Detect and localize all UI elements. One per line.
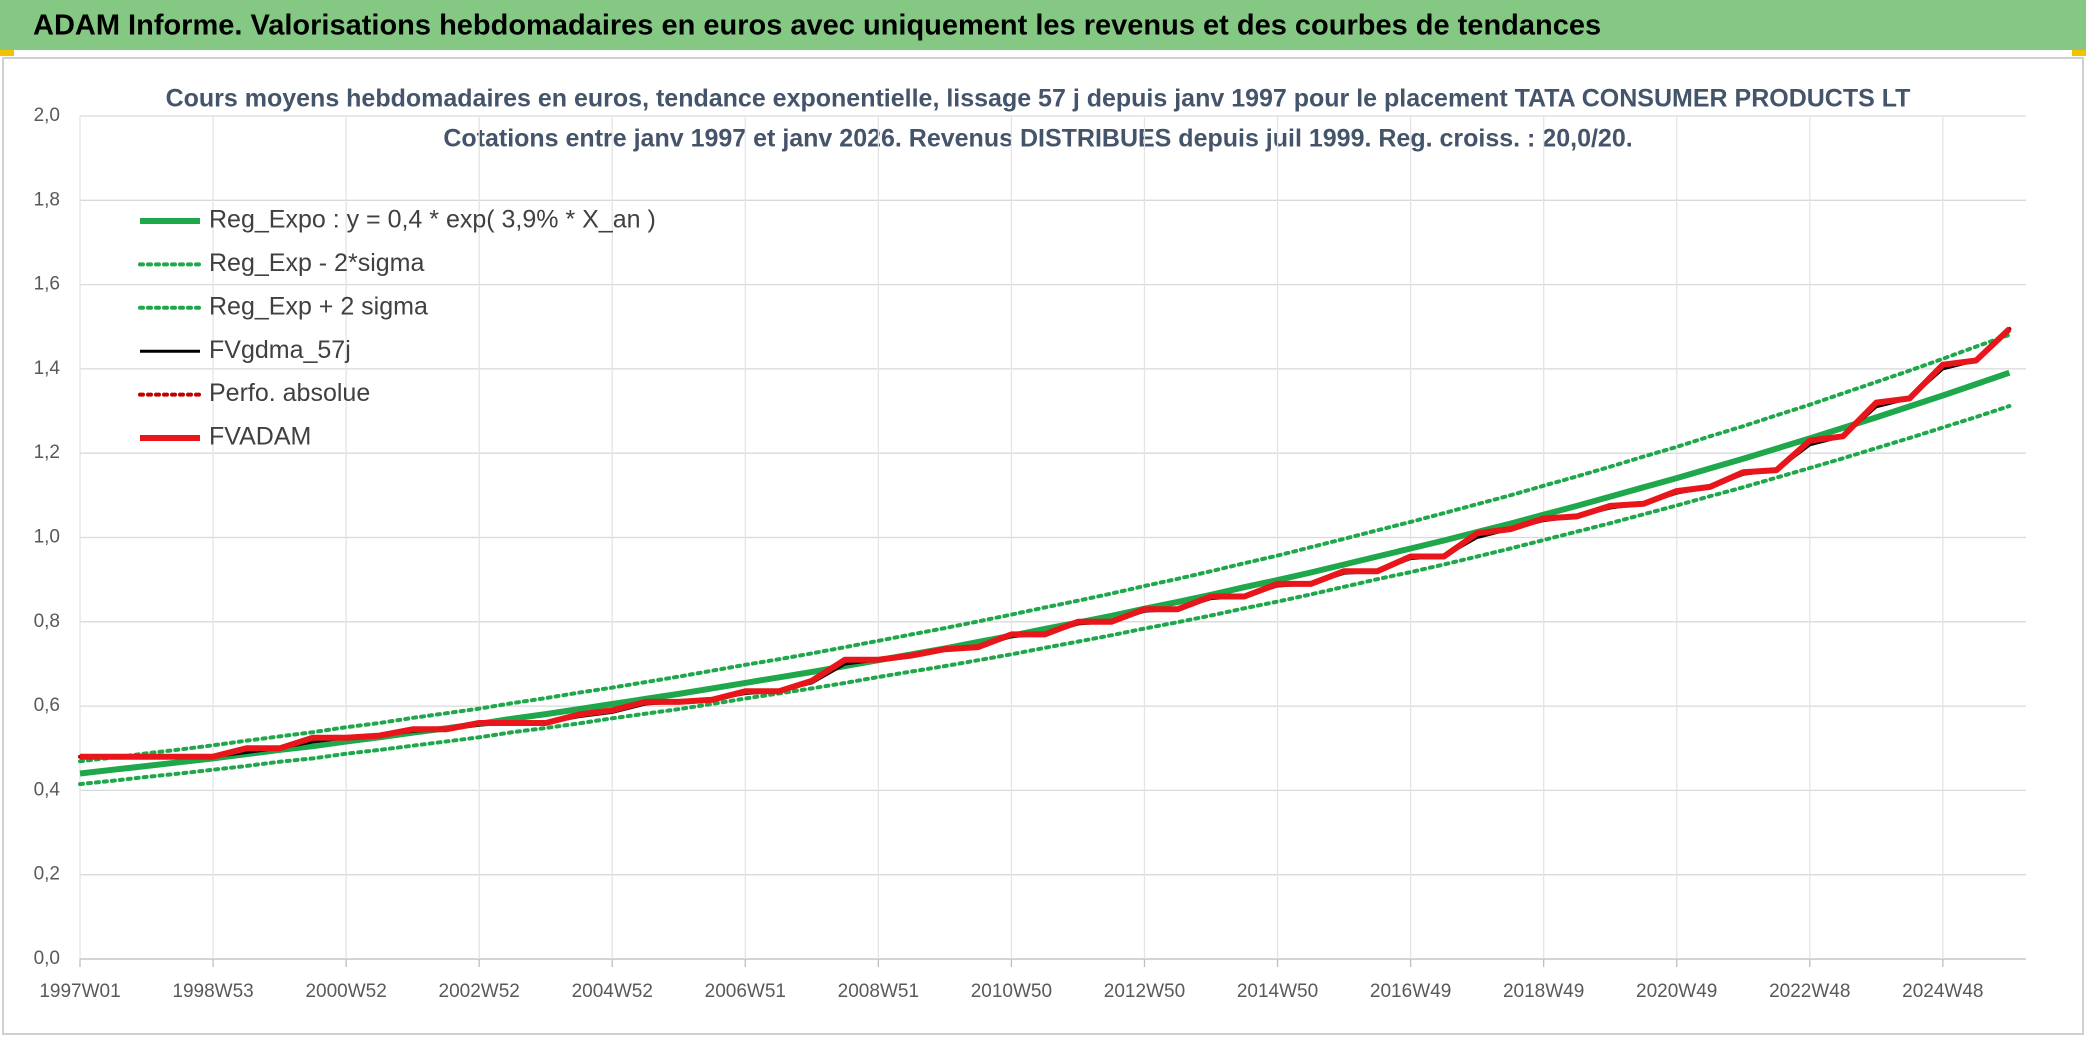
- y-tick-label: 0,4: [34, 779, 61, 800]
- corner: [0, 50, 14, 56]
- y-tick-label: 0,8: [34, 611, 60, 632]
- x-tick-label: 2002W52: [439, 981, 520, 1002]
- y-tick-label: 1,8: [34, 189, 60, 210]
- header-title: ADAM Informe. Valorisations hebdomadaire…: [33, 10, 1601, 42]
- y-tick-label: 0,6: [34, 695, 60, 716]
- x-tick-label: 2018W49: [1503, 981, 1584, 1002]
- x-tick-label: 2022W48: [1769, 981, 1850, 1002]
- x-tick-label: 2016W49: [1370, 981, 1451, 1002]
- series-line: [78, 404, 2012, 787]
- chart-subtitle: Cotations entre janv 1997 et janv 2026. …: [443, 125, 1632, 153]
- grid: 0,0 0,2 0,4 0,6 0,8 1,0 1,2 1,4 1,6 1,8 2,0 1997W01…: [34, 105, 2026, 1002]
- y-tick-label: 0,0: [34, 948, 60, 969]
- x-tick-label: 2010W50: [971, 981, 1052, 1002]
- x-tick-label: 2000W52: [305, 981, 386, 1002]
- x-tick-label: 2014W50: [1237, 981, 1318, 1002]
- y-tick-label: 0,2: [34, 864, 60, 885]
- x-tick-label: 2006W51: [705, 981, 786, 1002]
- y-tick-label: 1,2: [34, 442, 60, 463]
- frame: [2, 57, 2084, 1035]
- y-tick-label: 2,0: [34, 105, 60, 126]
- series-lines: [78, 326, 2012, 787]
- x-tick-label: 2008W51: [838, 981, 919, 1002]
- series-line: [78, 332, 2012, 764]
- legend: Reg_Expo : y = 0,4 * exp( 3,9% * X_an ) R…: [138, 206, 656, 451]
- legend-label: Perfo. absolue: [209, 379, 370, 407]
- y-tick-label: 1,6: [34, 274, 60, 295]
- y-tick-label: 1,0: [34, 527, 60, 548]
- legend-label: Reg_Exp - 2*sigma: [209, 249, 424, 277]
- x-tick-label: 2024W48: [1902, 981, 1983, 1002]
- x-tick-label: 2020W49: [1636, 981, 1717, 1002]
- legend-label: Reg_Expo : y = 0,4 * exp( 3,9% * X_an ): [209, 206, 656, 234]
- series-line: [80, 326, 2012, 760]
- legend-label: Reg_Exp + 2 sigma: [209, 292, 428, 320]
- legend-label: FVADAM: [209, 423, 311, 451]
- x-tick-label: 2004W52: [572, 981, 653, 1002]
- x-tick-label: 2012W50: [1104, 981, 1185, 1002]
- chart-title: Cours moyens hebdomadaires en euros, ten…: [166, 85, 1911, 113]
- x-tick-label: 1998W53: [172, 981, 253, 1002]
- x-tick-label: 1997W01: [39, 981, 120, 1002]
- header-bar: [0, 0, 2086, 50]
- y-tick-label: 1,4: [34, 358, 61, 379]
- legend-label: FVgdma_57j: [209, 336, 351, 364]
- corner: [2072, 50, 2086, 56]
